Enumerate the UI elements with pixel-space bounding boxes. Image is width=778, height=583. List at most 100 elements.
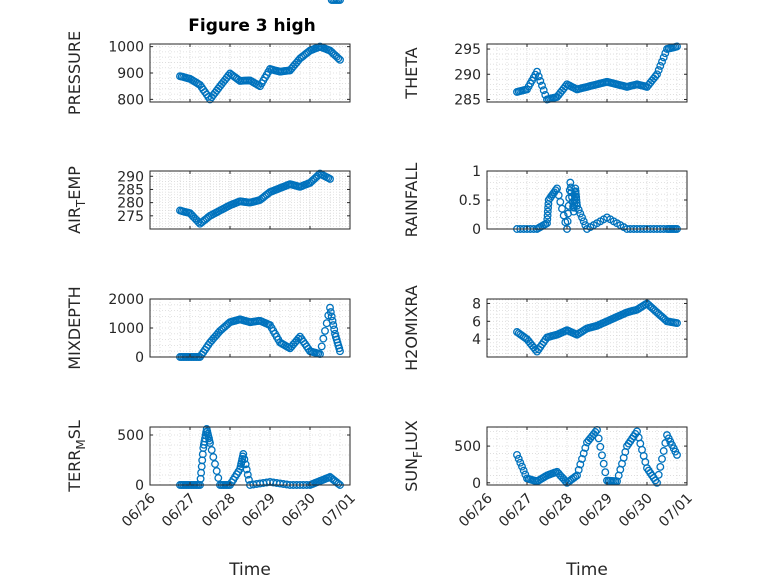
- data-point: [330, 325, 339, 334]
- data-point: [214, 474, 223, 482]
- data-point: [536, 77, 545, 85]
- data-point: [653, 70, 661, 79]
- data-point: [659, 447, 668, 455]
- x-tick-label: 06/26: [456, 490, 496, 530]
- data-point: [572, 193, 581, 202]
- axes-frame: [149, 170, 351, 230]
- y-tick-label: 900: [117, 66, 144, 82]
- data-point: [206, 439, 214, 447]
- data-point: [571, 472, 580, 481]
- y-tick-label: 0.5: [459, 193, 481, 209]
- x-tick-label: 06/29: [239, 491, 279, 531]
- y-tick-label: 285: [117, 182, 144, 198]
- y-tick-label: 800: [117, 92, 144, 108]
- x-tick-label: 07/01: [319, 491, 359, 531]
- data-point: [327, 312, 336, 321]
- y-axis-label: RAINFALL: [402, 163, 421, 238]
- data-point: [326, 174, 334, 183]
- y-tick-label: 500: [117, 428, 144, 444]
- axes-frame: [486, 426, 688, 486]
- data-point: [334, 54, 343, 63]
- data-point: [516, 458, 525, 467]
- data-point: [599, 459, 608, 468]
- y-tick-label: 0: [135, 478, 144, 494]
- data-point: [514, 454, 523, 463]
- data-point: [571, 190, 580, 199]
- data-point: [543, 219, 551, 228]
- data-point: [651, 72, 660, 81]
- data-point: [336, 0, 344, 4]
- y-tick-label: 6: [472, 314, 481, 330]
- data-point: [202, 428, 211, 437]
- data-point: [578, 213, 586, 222]
- data-point: [579, 217, 588, 226]
- data-point: [334, 479, 343, 488]
- data-point: [653, 478, 661, 487]
- axes-frame: [486, 43, 688, 103]
- panel-mixdepth: 0 1000 2000 MIXDEPTH: [65, 286, 351, 370]
- data-point: [539, 86, 548, 95]
- y-axis-label: SUNFLUX: [402, 420, 425, 492]
- data-point: [243, 470, 252, 479]
- panel-pressure: 800 900 1000 PRESSURE: [65, 31, 351, 115]
- y-tick-label: 0: [472, 476, 481, 492]
- data-point: [659, 53, 668, 62]
- y-axis-label: PRESSURE: [65, 31, 84, 115]
- x-tick-label: 06/26: [119, 490, 159, 530]
- data-point: [581, 443, 590, 452]
- y-tick-label: 285: [454, 92, 481, 108]
- x-tick-label: 06/27: [496, 491, 536, 531]
- data-point: [241, 460, 250, 469]
- panel-sun-flux: 0 500 06/26 06/27 06/28 06/29 06/30 07/01 SUNFLU…: [402, 420, 696, 580]
- grid: [149, 170, 351, 230]
- data-point: [656, 61, 665, 70]
- data-point: [329, 321, 338, 330]
- data-point: [576, 209, 585, 218]
- data-point: [242, 465, 251, 474]
- y-axis-label: H2OMIXRA: [402, 285, 421, 371]
- y-tick-label: 0: [135, 350, 144, 366]
- data-point: [571, 184, 580, 193]
- data-point: [533, 67, 541, 76]
- data-point: [336, 347, 344, 356]
- data-point: [578, 454, 586, 463]
- panel-theta: 285 290 295 THETA: [402, 42, 688, 108]
- data-point: [591, 428, 600, 436]
- data-point: [573, 201, 581, 210]
- y-tick-label: 275: [117, 209, 144, 225]
- data-point: [518, 462, 526, 471]
- data-point: [598, 451, 606, 460]
- x-axis-label: Time: [228, 560, 271, 580]
- y-tick-label: 1000: [108, 321, 144, 337]
- x-tick-label: 06/29: [576, 491, 616, 531]
- data-point: [194, 218, 203, 226]
- y-tick-label: 4: [472, 332, 481, 348]
- data-point: [319, 334, 328, 343]
- data-point: [673, 42, 681, 51]
- x-tick-label: 07/01: [656, 491, 696, 531]
- data-point: [240, 455, 249, 464]
- y-tick-label: 290: [454, 67, 481, 83]
- series-h2omixra: [513, 299, 681, 356]
- data-point: [513, 450, 521, 459]
- data-point: [209, 453, 218, 461]
- y-tick-label: 2000: [108, 292, 144, 308]
- y-axis-label: TERRMSL: [65, 420, 88, 493]
- data-point: [594, 434, 603, 443]
- figure-title: Figure 3 high: [188, 16, 316, 36]
- y-tick-label: 8: [472, 296, 481, 312]
- x-axis-label: Time: [565, 560, 608, 580]
- data-point: [574, 465, 583, 474]
- y-tick-label: 0: [472, 222, 481, 238]
- series-air-temp: [176, 0, 344, 228]
- data-point: [239, 450, 248, 458]
- data-point: [576, 460, 585, 469]
- data-point: [328, 316, 337, 325]
- data-point: [658, 57, 666, 66]
- data-point: [534, 72, 543, 81]
- y-axis-label: MIXDEPTH: [65, 286, 84, 369]
- data-point: [563, 217, 572, 226]
- data-point: [207, 446, 216, 454]
